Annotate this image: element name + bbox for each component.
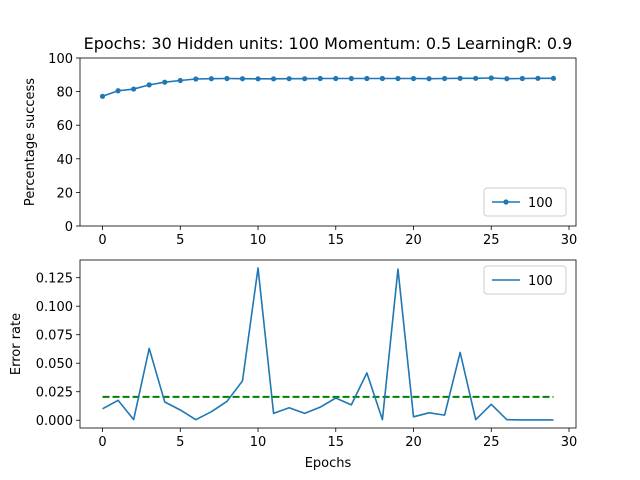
- y-tick-label: 0: [65, 220, 73, 235]
- data-point: [146, 82, 152, 88]
- data-point: [302, 76, 308, 82]
- y-tick-label: 60: [56, 119, 73, 134]
- data-point: [379, 75, 386, 82]
- x-tick-label: 5: [176, 233, 184, 248]
- data-point: [99, 93, 106, 99]
- data-point: [255, 76, 261, 82]
- legend-box: [483, 187, 567, 217]
- data-point: [519, 75, 525, 82]
- data-point: [317, 75, 323, 82]
- axes-frame: [79, 259, 577, 429]
- data-point: [270, 76, 277, 82]
- data-point: [131, 86, 137, 92]
- legend-label: 100: [528, 274, 553, 289]
- data-point: [535, 75, 541, 81]
- x-tick-label: 15: [328, 435, 345, 450]
- y-tick-label: 100: [48, 52, 73, 67]
- data-point: [193, 76, 199, 82]
- x-tick-label: 10: [250, 435, 267, 450]
- data-point: [457, 75, 463, 81]
- y-tick-label: 0.050: [36, 357, 73, 372]
- data-point: [239, 76, 246, 82]
- x-tick-label: 30: [561, 435, 578, 450]
- data-point: [177, 77, 183, 84]
- bottom-chart: 0 5 10 15 20 25 30 0.000 0.025 0.050 0.075 0.100 0.1…: [9, 259, 578, 471]
- data-point: [348, 75, 354, 82]
- x-tick-label: 10: [250, 233, 267, 248]
- data-point: [504, 76, 510, 82]
- x-tick-label: 25: [483, 233, 500, 248]
- axes-frame: [79, 57, 577, 227]
- y-tick-label: 40: [56, 153, 73, 168]
- y-tick-label: 20: [56, 186, 73, 201]
- data-point: [426, 76, 432, 82]
- data-point: [395, 75, 401, 82]
- data-point: [442, 75, 448, 82]
- x-axis-label: Epochs: [305, 456, 352, 471]
- y-tick-label: 0.075: [36, 329, 73, 344]
- figure-title: Epochs: 30 Hidden units: 100 Momentum: 0…: [84, 34, 573, 53]
- y-tick-label: 0.125: [36, 272, 73, 287]
- data-point: [115, 88, 121, 94]
- data-point: [473, 75, 479, 81]
- x-tick-label: 20: [405, 233, 422, 248]
- y-axis-label: Error rate: [9, 313, 24, 375]
- data-point: [224, 75, 230, 82]
- x-tick-label: 0: [98, 435, 106, 450]
- data-point: [488, 75, 494, 81]
- data-point: [162, 79, 168, 85]
- x-tick-label: 15: [328, 233, 345, 248]
- data-point: [208, 76, 214, 82]
- x-tick-label: 30: [561, 233, 578, 248]
- x-tick-label: 0: [98, 233, 106, 248]
- x-tick-label: 5: [176, 435, 184, 450]
- series-line: [102, 77, 554, 98]
- data-point: [333, 75, 339, 82]
- series-line: [102, 267, 554, 421]
- data-point: [286, 76, 292, 82]
- data-point: [364, 75, 370, 82]
- legend-box: [483, 265, 567, 295]
- x-tick-label: 20: [405, 435, 422, 450]
- legend-label: 100: [528, 196, 553, 211]
- data-point: [410, 75, 417, 82]
- y-tick-label: 0.000: [36, 414, 73, 429]
- data-point: [550, 75, 557, 81]
- y-axis-label: Percentage success: [23, 78, 38, 206]
- top-chart: 0 5 10 15 20 25 30 0 20 40 60 80 100 Percentage succe…: [23, 52, 577, 248]
- legend-marker: [503, 199, 509, 205]
- y-tick-label: 80: [56, 86, 73, 101]
- y-tick-label: 0.025: [36, 386, 73, 401]
- x-tick-label: 25: [483, 435, 500, 450]
- y-tick-label: 0.100: [36, 300, 73, 315]
